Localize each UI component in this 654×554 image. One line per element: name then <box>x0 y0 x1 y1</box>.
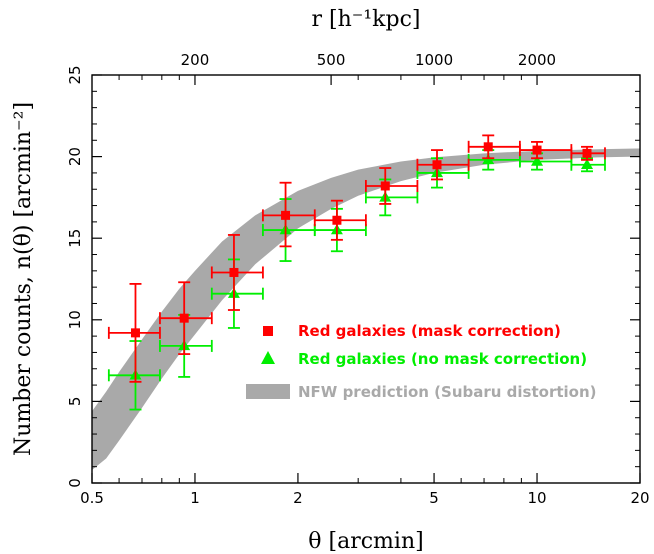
data-point <box>281 210 291 220</box>
top-tick-label: 1000 <box>415 51 453 69</box>
legend-label-mask-correction: Red galaxies (mask correction) <box>298 322 561 340</box>
data-point <box>332 215 342 225</box>
data-point <box>581 158 594 169</box>
legend-label-no-mask-correction: Red galaxies (no mask correction) <box>298 350 587 368</box>
legend: Red galaxies (mask correction) Red galaxi… <box>246 322 597 401</box>
x-tick-label: 5 <box>429 489 439 507</box>
x-tick-label: 2 <box>293 489 303 507</box>
y-tick-label: 25 <box>66 65 84 84</box>
data-point <box>229 267 239 277</box>
data-point <box>483 142 493 152</box>
data-point <box>532 145 542 155</box>
top-tick-label: 2000 <box>518 51 556 69</box>
x-tick-label: 10 <box>527 489 546 507</box>
x-tick-label: 0.5 <box>80 489 104 507</box>
data-point <box>130 328 140 338</box>
top-tick-label: 500 <box>317 51 346 69</box>
y-tick-label: 15 <box>66 229 84 248</box>
data-point <box>582 148 592 158</box>
data-point <box>432 160 442 170</box>
top-axis-label: r [h⁻¹kpc] <box>311 7 420 32</box>
plot-frame <box>91 74 641 484</box>
y-tick-label: 0 <box>66 478 84 488</box>
legend-label-nfw: NFW prediction (Subaru distortion) <box>298 383 597 401</box>
legend-marker-mask-correction <box>263 326 273 336</box>
x-tick-label: 1 <box>190 489 200 507</box>
y-tick-label: 5 <box>66 397 84 407</box>
data-point <box>531 155 544 166</box>
y-tick-label: 20 <box>66 147 84 166</box>
data-point <box>179 313 189 323</box>
series-mask-correction <box>107 134 606 383</box>
nfw-band-layer <box>92 148 640 470</box>
data-point <box>380 181 390 191</box>
nfw-prediction-band <box>92 148 640 470</box>
y-tick-label: 10 <box>66 310 84 329</box>
x-axis-label: θ [arcmin] <box>308 529 423 554</box>
legend-marker-no-mask-correction <box>261 351 275 364</box>
y-axis-label: Number counts, n(θ) [arcmin⁻²] <box>11 102 36 456</box>
series-layer <box>107 134 606 411</box>
x-tick-label: 20 <box>630 489 649 507</box>
top-tick-label: 200 <box>181 51 210 69</box>
legend-swatch-nfw <box>246 384 290 399</box>
